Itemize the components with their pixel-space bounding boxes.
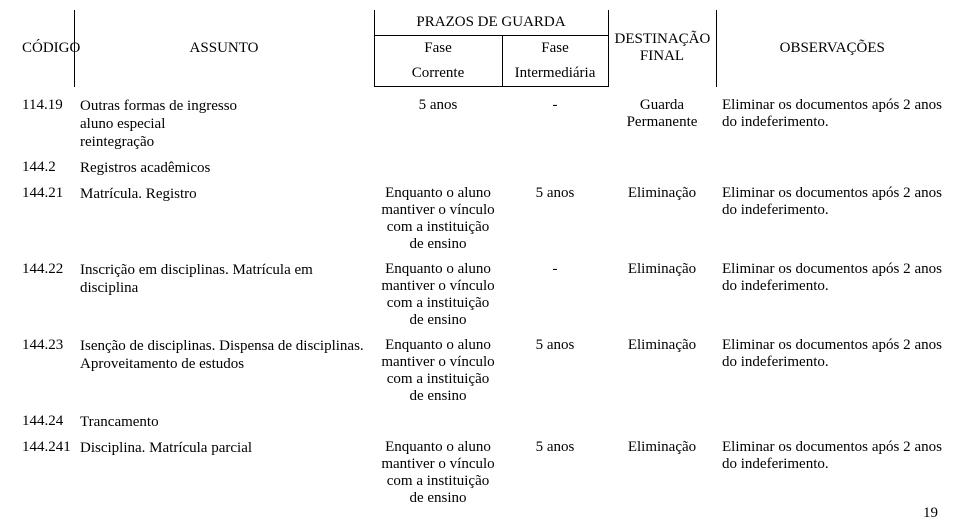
fase-corrente: 5 anos [374,93,502,155]
code: 144.241 [16,435,74,511]
header-assunto: ASSUNTO [74,10,374,87]
assunto: Inscrição em disciplinas. Matrícula em d… [74,257,374,333]
obs: Eliminar os documentos após 2 anos do in… [716,257,948,333]
obs: Eliminar os documentos após 2 anos do in… [716,333,948,409]
fase-interm: 5 anos [502,435,608,511]
dest: Guarda Permanente [608,93,716,155]
assunto: Matrícula. Registro [74,181,374,257]
fase-interm: 5 anos [502,333,608,409]
fase-corrente: Enquanto o aluno mantiver o vínculo com … [374,181,502,257]
table-row: 144.23 Isenção de disciplinas. Dispensa … [16,333,948,409]
header-prazos: PRAZOS DE GUARDA [374,10,608,36]
assunto: Registros acadêmicos [74,155,948,181]
table-row: 144.241 Disciplina. Matrícula parcial En… [16,435,948,511]
page-number: 19 [923,505,938,522]
obs: Eliminar os documentos após 2 anos do in… [716,93,948,155]
code: 144.22 [16,257,74,333]
code: 144.24 [16,409,74,435]
header-codigo: CÓDIGO [16,10,74,87]
table-row: 144.2 Registros acadêmicos [16,155,948,181]
assunto: Disciplina. Matrícula parcial [74,435,374,511]
code: 144.23 [16,333,74,409]
fase-corrente: Enquanto o aluno mantiver o vínculo com … [374,257,502,333]
code: 144.2 [16,155,74,181]
header-fase1-sub: Corrente [374,61,502,87]
dest: Eliminação [608,333,716,409]
header-dest: DESTINAÇÃO FINAL [608,10,716,87]
table-row: 114.19 Outras formas de ingresso aluno e… [16,93,948,155]
table-row: 144.22 Inscrição em disciplinas. Matrícu… [16,257,948,333]
assunto: Isenção de disciplinas. Dispensa de disc… [74,333,374,409]
code: 144.21 [16,181,74,257]
header-fase1: Fase [374,36,502,62]
obs: Eliminar os documentos após 2 anos do in… [716,181,948,257]
dest: Eliminação [608,257,716,333]
header-fase2-sub: Intermediária [502,61,608,87]
dest: Eliminação [608,435,716,511]
fase-interm: - [502,93,608,155]
dest: Eliminação [608,181,716,257]
fase-corrente: Enquanto o aluno mantiver o vínculo com … [374,333,502,409]
obs: Eliminar os documentos após 2 anos do in… [716,435,948,511]
code: 114.19 [16,93,74,155]
assunto: Outras formas de ingresso aluno especial… [74,93,374,155]
header-obs: OBSERVAÇÕES [716,10,948,87]
fase-interm: - [502,257,608,333]
header-fase2: Fase [502,36,608,62]
assunto: Trancamento [74,409,948,435]
table-row: 144.24 Trancamento [16,409,948,435]
fase-corrente: Enquanto o aluno mantiver o vínculo com … [374,435,502,511]
table-row: 144.21 Matrícula. Registro Enquanto o al… [16,181,948,257]
fase-interm: 5 anos [502,181,608,257]
